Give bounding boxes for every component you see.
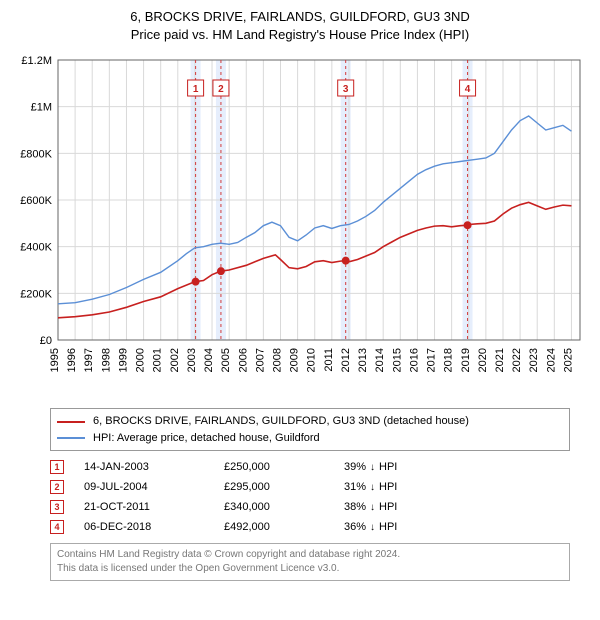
transaction-date: 06-DEC-2018 <box>84 521 204 533</box>
transaction-marker: 4 <box>50 520 64 534</box>
arrow-down-icon: ↓ <box>370 502 375 513</box>
svg-text:2006: 2006 <box>237 348 249 372</box>
transaction-marker: 2 <box>50 480 64 494</box>
svg-text:2003: 2003 <box>186 348 198 372</box>
svg-text:2015: 2015 <box>391 348 403 372</box>
chart-area: £0 £200K £400K £600K £800K £1M £1.2M 1995 1996 19… <box>10 50 590 400</box>
title-line-2: Price paid vs. HM Land Registry's House … <box>10 26 590 44</box>
footnote-line-1: Contains HM Land Registry data © Crown c… <box>57 548 563 562</box>
transaction-price: £492,000 <box>224 521 324 533</box>
svg-text:£0: £0 <box>40 335 52 347</box>
svg-text:1995: 1995 <box>49 348 61 372</box>
transaction-price: £295,000 <box>224 481 324 493</box>
transaction-row: 2 09-JUL-2004 £295,000 31%↓HPI <box>50 477 580 497</box>
svg-text:2016: 2016 <box>408 348 420 372</box>
svg-text:£600K: £600K <box>20 195 52 207</box>
title-block: 6, BROCKS DRIVE, FAIRLANDS, GUILDFORD, G… <box>10 8 590 44</box>
svg-text:2020: 2020 <box>477 348 489 372</box>
arrow-down-icon: ↓ <box>370 522 375 533</box>
svg-text:2002: 2002 <box>169 348 181 372</box>
svg-text:2022: 2022 <box>511 348 523 372</box>
transaction-date: 14-JAN-2003 <box>84 461 204 473</box>
footnote-line-2: This data is licensed under the Open Gov… <box>57 562 563 576</box>
arrow-down-icon: ↓ <box>370 462 375 473</box>
legend-label: 6, BROCKS DRIVE, FAIRLANDS, GUILDFORD, G… <box>93 413 469 430</box>
transaction-row: 4 06-DEC-2018 £492,000 36%↓HPI <box>50 517 580 537</box>
legend-row: HPI: Average price, detached house, Guil… <box>57 430 563 447</box>
svg-text:£1M: £1M <box>31 102 52 114</box>
svg-text:£1.2M: £1.2M <box>21 55 52 67</box>
transaction-row: 1 14-JAN-2003 £250,000 39%↓HPI <box>50 457 580 477</box>
svg-text:2017: 2017 <box>426 348 438 372</box>
svg-text:£400K: £400K <box>20 242 52 254</box>
svg-text:3: 3 <box>343 84 349 95</box>
svg-text:2009: 2009 <box>289 348 301 372</box>
transaction-diff: 38%↓HPI <box>344 501 464 513</box>
svg-text:4: 4 <box>465 84 471 95</box>
transaction-price: £340,000 <box>224 501 324 513</box>
svg-text:1998: 1998 <box>100 348 112 372</box>
svg-text:2000: 2000 <box>135 348 147 372</box>
legend-swatch <box>57 437 85 439</box>
svg-text:2024: 2024 <box>545 348 557 372</box>
svg-text:1: 1 <box>193 84 199 95</box>
title-line-1: 6, BROCKS DRIVE, FAIRLANDS, GUILDFORD, G… <box>10 8 590 26</box>
svg-text:£200K: £200K <box>20 289 52 301</box>
transaction-marker: 1 <box>50 460 64 474</box>
page-container: 6, BROCKS DRIVE, FAIRLANDS, GUILDFORD, G… <box>0 0 600 620</box>
legend-row: 6, BROCKS DRIVE, FAIRLANDS, GUILDFORD, G… <box>57 413 563 430</box>
transaction-diff: 36%↓HPI <box>344 521 464 533</box>
svg-text:2011: 2011 <box>323 348 335 372</box>
transaction-price: £250,000 <box>224 461 324 473</box>
svg-text:2013: 2013 <box>357 348 369 372</box>
svg-text:1996: 1996 <box>66 348 78 372</box>
svg-text:1999: 1999 <box>117 348 129 372</box>
svg-text:£800K: £800K <box>20 149 52 161</box>
svg-text:2010: 2010 <box>306 348 318 372</box>
transaction-diff: 31%↓HPI <box>344 481 464 493</box>
transaction-date: 09-JUL-2004 <box>84 481 204 493</box>
svg-text:2012: 2012 <box>340 348 352 372</box>
transaction-date: 21-OCT-2011 <box>84 501 204 513</box>
svg-text:2021: 2021 <box>494 348 506 372</box>
svg-text:2005: 2005 <box>220 348 232 372</box>
transactions-table: 1 14-JAN-2003 £250,000 39%↓HPI 2 09-JUL-2004 £… <box>50 457 580 537</box>
line-chart-svg: £0 £200K £400K £600K £800K £1M £1.2M 1995 1996 19… <box>10 50 590 400</box>
svg-text:2001: 2001 <box>152 348 164 372</box>
svg-text:2019: 2019 <box>460 348 472 372</box>
legend-box: 6, BROCKS DRIVE, FAIRLANDS, GUILDFORD, G… <box>50 408 570 451</box>
svg-text:1997: 1997 <box>83 348 95 372</box>
svg-text:2: 2 <box>218 84 224 95</box>
svg-text:2007: 2007 <box>254 348 266 372</box>
svg-text:2004: 2004 <box>203 348 215 372</box>
svg-text:2023: 2023 <box>528 348 540 372</box>
svg-text:2014: 2014 <box>374 348 386 372</box>
legend-label: HPI: Average price, detached house, Guil… <box>93 430 320 447</box>
transaction-diff: 39%↓HPI <box>344 461 464 473</box>
arrow-down-icon: ↓ <box>370 482 375 493</box>
transaction-marker: 3 <box>50 500 64 514</box>
svg-text:2018: 2018 <box>443 348 455 372</box>
svg-text:2008: 2008 <box>271 348 283 372</box>
legend-swatch <box>57 421 85 423</box>
footnote-box: Contains HM Land Registry data © Crown c… <box>50 543 570 581</box>
transaction-row: 3 21-OCT-2011 £340,000 38%↓HPI <box>50 497 580 517</box>
svg-text:2025: 2025 <box>562 348 574 372</box>
